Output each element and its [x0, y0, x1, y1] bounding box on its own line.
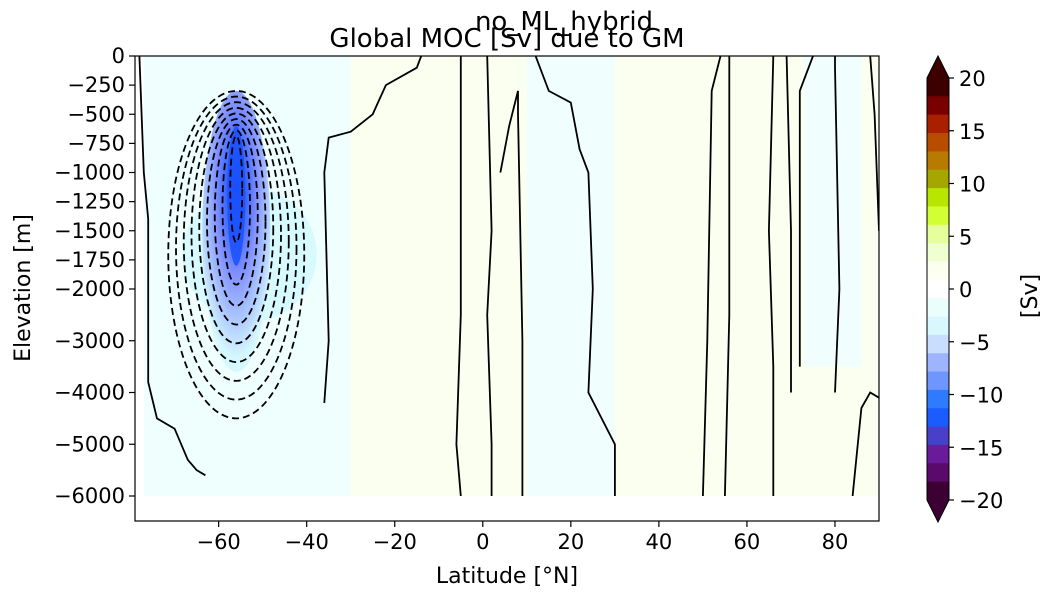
y-tick-label: −250 [67, 73, 125, 97]
masked-bottom [135, 496, 879, 521]
colorbar-segment [927, 78, 949, 97]
x-tick-label: 0 [476, 530, 489, 554]
zero-contour [486, 56, 493, 496]
x-tick-label: 40 [646, 530, 673, 554]
y-tick-label: −1500 [54, 219, 125, 243]
colorbar-segment [927, 133, 949, 152]
zero-contour [724, 56, 731, 497]
colorbar-segment [927, 169, 949, 189]
negative-contour [229, 134, 244, 244]
field-pale-cyan-north [804, 56, 862, 367]
colorbar-tick-label: −5 [959, 331, 990, 355]
field-pale-cyan-mid [526, 56, 615, 496]
x-tick-label: −60 [196, 530, 240, 554]
colorbar-tick-label: 0 [959, 278, 972, 302]
colorbar-tick-label: −10 [959, 384, 1003, 408]
colorbar-label: [Sv] [1018, 274, 1043, 318]
colorbar-segment [927, 206, 949, 226]
colorbar-tick-label: −15 [959, 436, 1003, 460]
y-tick-label: −750 [67, 131, 125, 155]
colorbar-extend-bottom [927, 500, 949, 522]
colorbar-segment [927, 151, 949, 171]
colorbar-tick-label: 15 [959, 120, 986, 144]
x-tick-label: 80 [822, 530, 849, 554]
colorbar-segment [927, 188, 949, 207]
zero-contour [455, 56, 462, 497]
x-tick-label: −20 [373, 530, 417, 554]
y-tick-label: 0 [112, 44, 125, 68]
colorbar-segment [927, 389, 949, 409]
colorbar-segment [927, 261, 949, 281]
negative-contour [190, 106, 282, 363]
zero-contour [798, 56, 814, 367]
colorbar-segment [927, 353, 949, 373]
zero-contour [323, 56, 423, 403]
colorbar-segment [927, 114, 949, 134]
suptitle: no_ML_hybrid [475, 7, 653, 37]
chart-title: Global MOC [Sv] due to GM [329, 24, 684, 54]
negative-contour [213, 123, 259, 307]
zero-contour [499, 90, 524, 496]
colorbar-segment [927, 426, 949, 446]
negative-contour [206, 118, 267, 326]
y-tick-label: −2000 [54, 277, 125, 301]
x-axis: −60 −40 −20 0 20 40 60 80 [196, 521, 848, 554]
y-axis-label: Elevation [m] [11, 214, 36, 362]
colorbar: 20 15 10 5 0 −5 −10 −15 −20 [926, 54, 1003, 524]
plot-area [135, 56, 879, 521]
zero-contour [834, 56, 841, 393]
zero-contour [138, 56, 206, 477]
x-tick-label: −40 [285, 530, 329, 554]
colorbar-segment [927, 96, 949, 116]
y-tick-label: −500 [67, 102, 125, 126]
zero-contour [534, 56, 616, 496]
zero-contour [851, 391, 879, 497]
y-tick-label: −1000 [54, 161, 125, 185]
colorbar-segment [927, 334, 949, 354]
negative-contour [221, 129, 251, 286]
x-axis-label: Latitude [°N] [436, 564, 578, 589]
colorbar-segment [927, 371, 949, 391]
negative-contour [175, 95, 298, 401]
colorbar-segment [927, 243, 949, 262]
zero-contour [702, 56, 722, 497]
colorbar-segment [927, 463, 949, 483]
negative-contour [182, 101, 290, 382]
y-tick-label: −4000 [54, 381, 125, 405]
colorbar-extend-top [927, 56, 949, 78]
zero-contour [785, 56, 792, 393]
y-axis: 0 −250 −500 −750 −1000 −1250 −1500 −1750 −2000 −3… [54, 44, 135, 508]
colorbar-tick-label: 10 [959, 173, 986, 197]
x-tick-label: 60 [734, 530, 761, 554]
colorbar-segment [927, 298, 949, 318]
colorbar-segment [927, 279, 949, 299]
colorbar-segment [927, 444, 949, 464]
colorbar-tick-label: 5 [959, 225, 972, 249]
y-tick-label: −1250 [54, 190, 125, 214]
colorbar-segment [927, 316, 949, 336]
y-tick-label: −3000 [54, 329, 125, 353]
colorbar-segment [927, 481, 949, 501]
colorbar-segment [927, 224, 949, 244]
y-tick-label: −5000 [54, 432, 125, 456]
negative-contour [198, 112, 275, 345]
colorbar-tick-label: 20 [959, 67, 986, 91]
zero-contour [869, 56, 879, 231]
colorbar-tick-label: −20 [959, 489, 1003, 513]
zero-contour [767, 56, 775, 496]
negative-contour [167, 90, 306, 420]
y-tick-label: −1750 [54, 248, 125, 272]
colorbar-segment [927, 408, 949, 428]
y-tick-label: −6000 [54, 484, 125, 508]
x-tick-label: 20 [557, 530, 584, 554]
